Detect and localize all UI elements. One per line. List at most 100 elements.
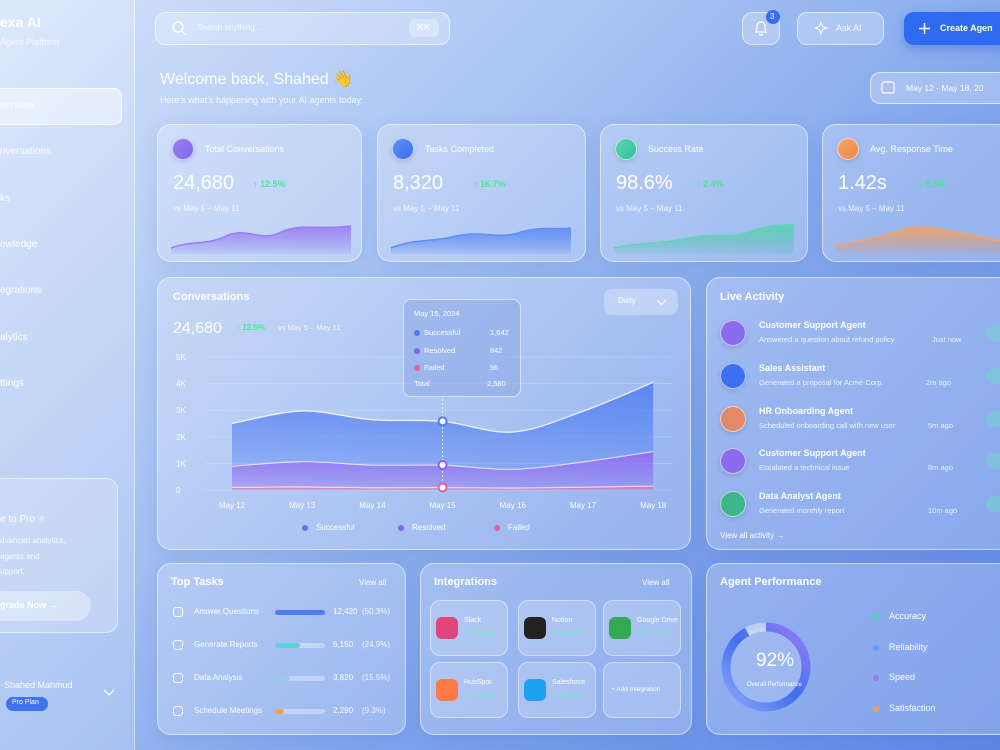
x-tick-label: May 13 (289, 501, 316, 510)
create-plus[interactable]: Create Agen (940, 23, 993, 33)
ask-ai-button[interactable] (797, 12, 884, 45)
upgrade-text: upport. (0, 567, 25, 576)
search-icon (172, 21, 187, 36)
kpi-icon (392, 138, 414, 160)
kpi-label: Tasks Completed (425, 144, 495, 154)
integration-card[interactable] (603, 662, 681, 718)
x-tick-label: May 16 (500, 501, 527, 510)
nav-item[interactable]: owledge (0, 238, 38, 250)
nav-item[interactable]: egrations (0, 285, 42, 297)
notification-badge (766, 10, 780, 24)
hover-point (437, 416, 448, 427)
nav-item[interactable]: verview (0, 100, 34, 111)
kpi-change: ↑ 2.4% (696, 179, 724, 189)
plan-label: Pro Plan (12, 699, 39, 706)
performance-caption: Overall Performance (747, 682, 803, 688)
legend-dot (302, 525, 308, 531)
tooltip-dot (414, 365, 420, 371)
integration-name: Slack (464, 617, 482, 624)
date-picker[interactable] (870, 72, 1000, 104)
tasks-link[interactable]: View all (359, 578, 387, 587)
kpi-label: Avg. Response Time (870, 144, 953, 154)
task-icon (173, 706, 183, 716)
x-tick-label: May 12 (219, 501, 246, 510)
activity-time: 8m ago (928, 463, 954, 473)
user-name: Shahed Mahmud (4, 680, 73, 690)
task-share: (50.3%) (362, 607, 391, 616)
plus (919, 23, 930, 34)
integration-logo (436, 617, 458, 639)
welcome-title: Welcome back, Shahed 👋 (160, 71, 354, 88)
kpi-icon (172, 138, 194, 160)
performance-value: 92% (756, 650, 795, 671)
activity-icon (720, 405, 746, 432)
legend-dot (873, 706, 879, 713)
activity-time: 2m ago (926, 377, 952, 387)
integrations-link[interactable]: View all (642, 578, 670, 587)
activity-icon (720, 448, 746, 475)
chart-change: ↑ 12.5% (236, 323, 265, 332)
nav-item[interactable]: ttings (0, 377, 24, 389)
search-box[interactable] (155, 12, 450, 45)
nav-item[interactable]: nversations (0, 146, 52, 158)
task-bar (275, 610, 325, 615)
legend-label: Reliability (889, 641, 928, 652)
x-tick-label: May 17 (570, 501, 597, 510)
legend-label: Resolved (412, 523, 446, 532)
ask-ai-icon-label[interactable]: Ask AI (836, 23, 862, 33)
tooltip-dot (414, 347, 420, 354)
activity-icon (720, 362, 746, 389)
activity-link[interactable]: View all activity → (720, 531, 785, 540)
search-placeholder: Search anything... (197, 23, 262, 32)
activity-time: 5m ago (928, 420, 954, 430)
calendar (881, 81, 895, 94)
nav-item[interactable]: alytics (0, 331, 28, 343)
tooltip-value: 842 (490, 345, 503, 355)
kpi-compare: vs May 5 – May 11 (173, 204, 240, 213)
kpi-compare: vs May 5 – May 11 (393, 204, 460, 213)
sparkline (835, 226, 1000, 254)
sparkline (613, 223, 795, 254)
activity-title: Live Activity (720, 291, 785, 303)
bell (754, 21, 768, 36)
task-count: 2,290 (333, 706, 354, 715)
tooltip-total-value: 2,580 (487, 379, 506, 388)
x-tick-label: May 18 (640, 501, 667, 510)
add-integration[interactable]: + Add Integration (611, 686, 661, 693)
shortcut-label: ⌘K (416, 23, 430, 32)
status-pill (986, 410, 1000, 427)
upgrade-button[interactable] (0, 591, 91, 621)
tooltip-value: 1,642 (490, 328, 509, 337)
activity-icon (720, 320, 746, 346)
activity-agent: Data Analyst Agent (759, 491, 841, 502)
sparkle-icon (813, 20, 829, 36)
period-select[interactable] (604, 289, 678, 315)
tooltip-label: Resolved (424, 345, 456, 355)
sparkline-line (170, 225, 352, 249)
legend-label: Satisfaction (889, 703, 936, 714)
activity-text: Generated monthly report (759, 506, 845, 516)
tooltip-total-label: Total (414, 379, 430, 388)
upgrade-title: e to Pro ✧ (0, 514, 47, 525)
welcome-subtitle: Here's what's happening with your AI age… (160, 95, 363, 105)
integration-name: Google Drive (637, 617, 678, 624)
upgrade-button-label[interactable]: grade Now → (0, 600, 58, 610)
activity-agent: Sales Assistant (759, 362, 826, 373)
integration-status: Connected (464, 630, 496, 637)
hover-point (437, 482, 448, 493)
period-chevron (656, 299, 667, 306)
period-label[interactable]: Daily (618, 296, 636, 305)
legend-dot (873, 675, 879, 682)
magnifier (172, 21, 184, 33)
legend-dot (873, 644, 879, 651)
nav-item[interactable]: ks (0, 192, 10, 204)
kpi-icon (837, 138, 859, 160)
task-track (275, 676, 325, 681)
sparkline-area (391, 228, 571, 254)
tagline: Agent Platform (0, 37, 60, 47)
tooltip-dot (414, 330, 420, 336)
ring-arc (721, 622, 811, 712)
integrations-title: Integrations (434, 576, 497, 588)
legend-dot (494, 525, 500, 531)
activity-panel (706, 277, 1000, 550)
